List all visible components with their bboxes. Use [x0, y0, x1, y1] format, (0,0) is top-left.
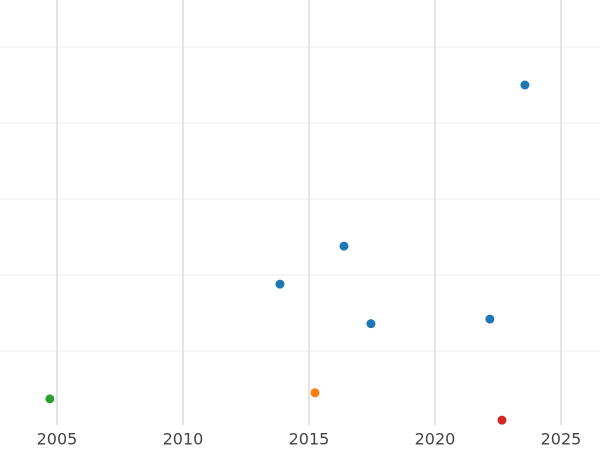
point — [310, 388, 320, 398]
point — [339, 241, 349, 251]
x-tick-label: 2025 — [541, 430, 582, 449]
point — [520, 80, 530, 90]
point — [45, 394, 55, 404]
x-tick-label: 2020 — [415, 430, 456, 449]
point — [497, 415, 507, 425]
point — [275, 279, 285, 289]
point — [366, 319, 376, 329]
x-tick-label: 2015 — [289, 430, 330, 449]
point — [485, 314, 495, 324]
x-tick-label: 2010 — [163, 430, 204, 449]
x-tick-label: 2005 — [37, 430, 78, 449]
